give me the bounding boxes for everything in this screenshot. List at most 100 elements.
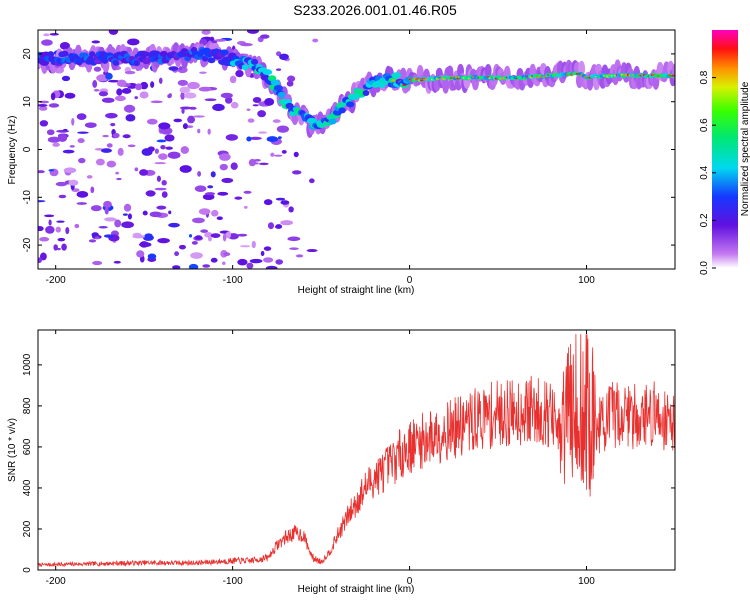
spectrogram-cell: [210, 171, 216, 178]
spectrogram-cell: [122, 213, 128, 216]
spectrogram-cell: [288, 206, 294, 213]
spectrogram-cell: [221, 177, 234, 183]
x-tick-label: 100: [578, 576, 595, 587]
spectrogram-cell: [198, 208, 211, 215]
spectrogram-cell: [276, 68, 282, 71]
spectrogram-cell: [265, 265, 278, 269]
spectrogram-cell: [104, 207, 109, 215]
spectrogram-cell: [217, 191, 229, 196]
spectrogram-cell: [94, 236, 100, 240]
spectrogram-cell: [210, 257, 218, 263]
spectrogram-cell: [220, 92, 233, 99]
spectrogram-cell: [173, 118, 183, 123]
spectrogram-cell: [139, 91, 149, 99]
spectrogram-cell: [46, 129, 55, 136]
spectrogram-cell: [204, 98, 217, 102]
spectrogram-cell: [135, 83, 143, 91]
spectrogram-cell: [190, 252, 203, 259]
spectrogram-cell: [161, 191, 168, 198]
spectrogram-cell: [273, 85, 284, 92]
spectrogram-cell: [246, 108, 251, 111]
spectrogram-cell: [223, 252, 231, 257]
spectrogram-cell: [103, 200, 112, 208]
spectrogram-cell: [201, 30, 211, 35]
spectrogram-cell: [216, 216, 223, 221]
spectrogram-cell: [212, 103, 225, 112]
spectrogram-heatmap: [38, 30, 675, 269]
spectrogram-cell: [146, 118, 158, 125]
y-tick-label: 800: [22, 397, 33, 414]
spectrogram-cell: [312, 38, 319, 43]
spectrogram-cell: [270, 152, 275, 157]
spectrogram-cell: [156, 205, 167, 210]
spectrogram-cell: [167, 151, 181, 159]
spectrogram-cell: [258, 162, 269, 166]
spectrogram-cell: [88, 51, 96, 58]
spectrogram-cell: [117, 147, 124, 156]
spectrogram-cell: [154, 148, 159, 154]
spectrogram-cell: [210, 233, 221, 238]
spectrogram-cell: [197, 171, 202, 177]
spectrogram-cell: [188, 234, 193, 238]
spectrogram-cell: [139, 241, 149, 248]
spectrogram-cell: [180, 146, 189, 154]
snr-frame: [37, 329, 676, 571]
spectrogram-cell: [38, 257, 42, 264]
spectrogram-cell: [113, 260, 121, 264]
spectrogram-cell: [98, 91, 109, 97]
spectrogram-cell: [263, 257, 274, 263]
spectrogram-cell: [391, 79, 396, 82]
spectrogram-cell: [243, 190, 252, 194]
spectrogram-cell: [150, 81, 155, 88]
spectrogram-cell: [165, 146, 173, 150]
snr-plot-area: [38, 334, 675, 568]
spectrogram-cell: [179, 86, 191, 94]
spectrogram-cell: [123, 203, 132, 212]
spectrogram-cell: [98, 226, 108, 229]
spectrogram-cell: [267, 222, 275, 230]
spectrogram-cell: [194, 185, 207, 192]
spectrogram-cell: [91, 40, 101, 44]
spectrogram-cell: [76, 202, 88, 205]
spectrogram-cell: [239, 245, 251, 248]
spectrogram-cell: [127, 213, 132, 220]
colorbar-ticks: 0.0 0.2 0.4 0.6 0.8: [699, 70, 716, 275]
spectrogram-cell: [132, 234, 145, 239]
spectrogram-cell: [112, 59, 120, 66]
figure-title: S233.2026.001.01.46.R05: [293, 2, 457, 18]
spectrogram-cell: [92, 260, 103, 266]
spectrogram-cell: [280, 220, 293, 226]
spectrogram-cell: [49, 32, 59, 36]
spectrogram-cell: [110, 122, 116, 127]
spectrogram-cell: [43, 33, 50, 37]
spectrogram-cell: [150, 100, 163, 104]
spectrogram-cell: [134, 96, 138, 100]
spectrogram-cell: [179, 66, 183, 71]
spectrogram-cell: [134, 167, 139, 172]
spectrogram-cell: [391, 72, 402, 79]
spectrogram-cell: [101, 97, 115, 103]
spectrogram-cell: [237, 233, 248, 237]
spectrogram-cell: [168, 222, 180, 228]
colorbar-tick-label: 0.0: [699, 261, 710, 275]
spectrogram-cell: [194, 235, 203, 240]
spectrogram-cell: [275, 224, 283, 229]
spectrogram-cell: [68, 179, 79, 186]
spectrogram-cell: [211, 209, 219, 217]
spectrogram-cell: [58, 194, 67, 199]
spectrogram-cell: [55, 226, 61, 233]
spectrogram-cell: [125, 114, 136, 122]
spectrogram-cell: [328, 118, 337, 125]
spectrogram-cell: [253, 158, 261, 162]
spectrogram-cell: [272, 119, 281, 123]
snr-ylabel: SNR (10 * v/v): [7, 418, 18, 482]
spectrogram-cell: [174, 251, 179, 257]
spectrogram-cell: [214, 38, 227, 42]
spectrogram-cell: [77, 131, 89, 134]
spectrogram-cell: [235, 69, 244, 78]
spectrogram-cell: [273, 154, 283, 157]
spectrogram-cell: [147, 253, 157, 260]
spectrogram-cell: [121, 88, 132, 94]
spectrogram-xlabel: Height of straight line (km): [298, 285, 415, 296]
